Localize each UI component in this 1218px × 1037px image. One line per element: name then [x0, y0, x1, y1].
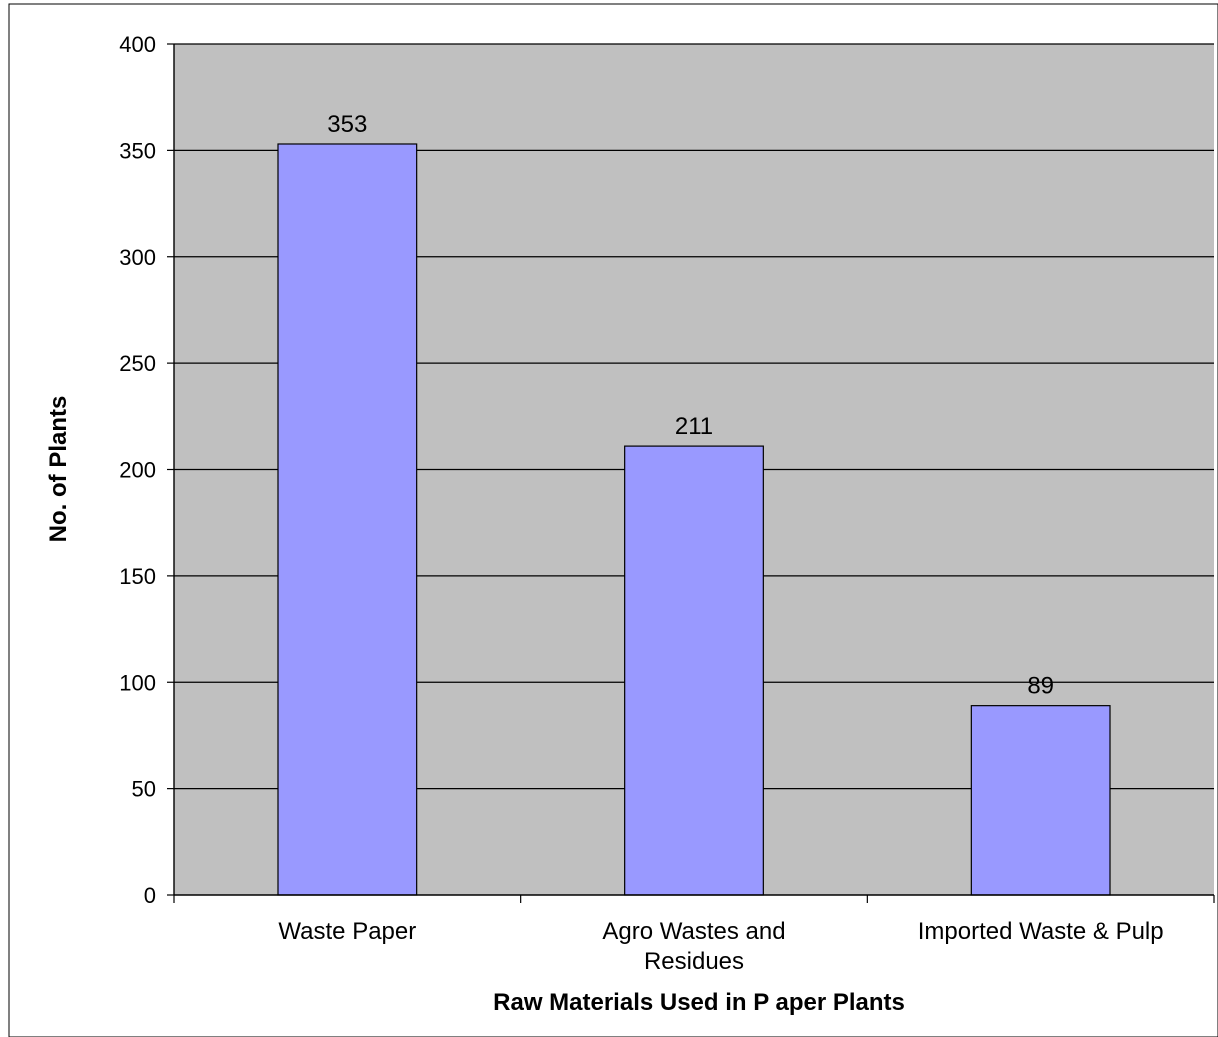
y-axis-title: No. of Plants	[45, 396, 72, 543]
x-category-label: Waste Paper	[278, 918, 416, 945]
axes	[167, 43, 1215, 903]
x-category-label-line: Waste Paper	[278, 918, 416, 945]
y-tick-label: 150	[119, 564, 156, 589]
labels: 0 50 100 150 200 250 300 350 400 353 Waste Paper 21…	[119, 32, 1163, 975]
y-tick-label: 350	[119, 138, 156, 163]
bar	[624, 445, 764, 896]
y-tick-label: 200	[119, 458, 156, 483]
bar	[970, 705, 1111, 896]
x-category-label-line: Agro Wastes and	[602, 918, 785, 945]
y-tick-label: 250	[119, 351, 156, 376]
bar	[277, 143, 418, 896]
x-category-label: Agro Wastes and Residues	[602, 918, 785, 975]
data-label: 89	[1027, 673, 1054, 700]
x-category-label-line: Residues	[644, 948, 744, 975]
y-tick-label: 300	[119, 245, 156, 270]
data-label: 211	[675, 413, 713, 440]
y-tick-label: 400	[119, 32, 156, 57]
x-category-label: Imported Waste & Pulp	[918, 918, 1164, 945]
x-category-label-line: Imported Waste & Pulp	[918, 918, 1164, 945]
bars	[277, 143, 1111, 896]
y-tick-label: 0	[144, 883, 156, 908]
y-tick-label: 100	[119, 670, 156, 695]
x-axis-title: Raw Materials Used in P aper Plants	[493, 989, 905, 1016]
data-label: 353	[327, 111, 367, 138]
y-tick-label: 50	[132, 777, 156, 802]
